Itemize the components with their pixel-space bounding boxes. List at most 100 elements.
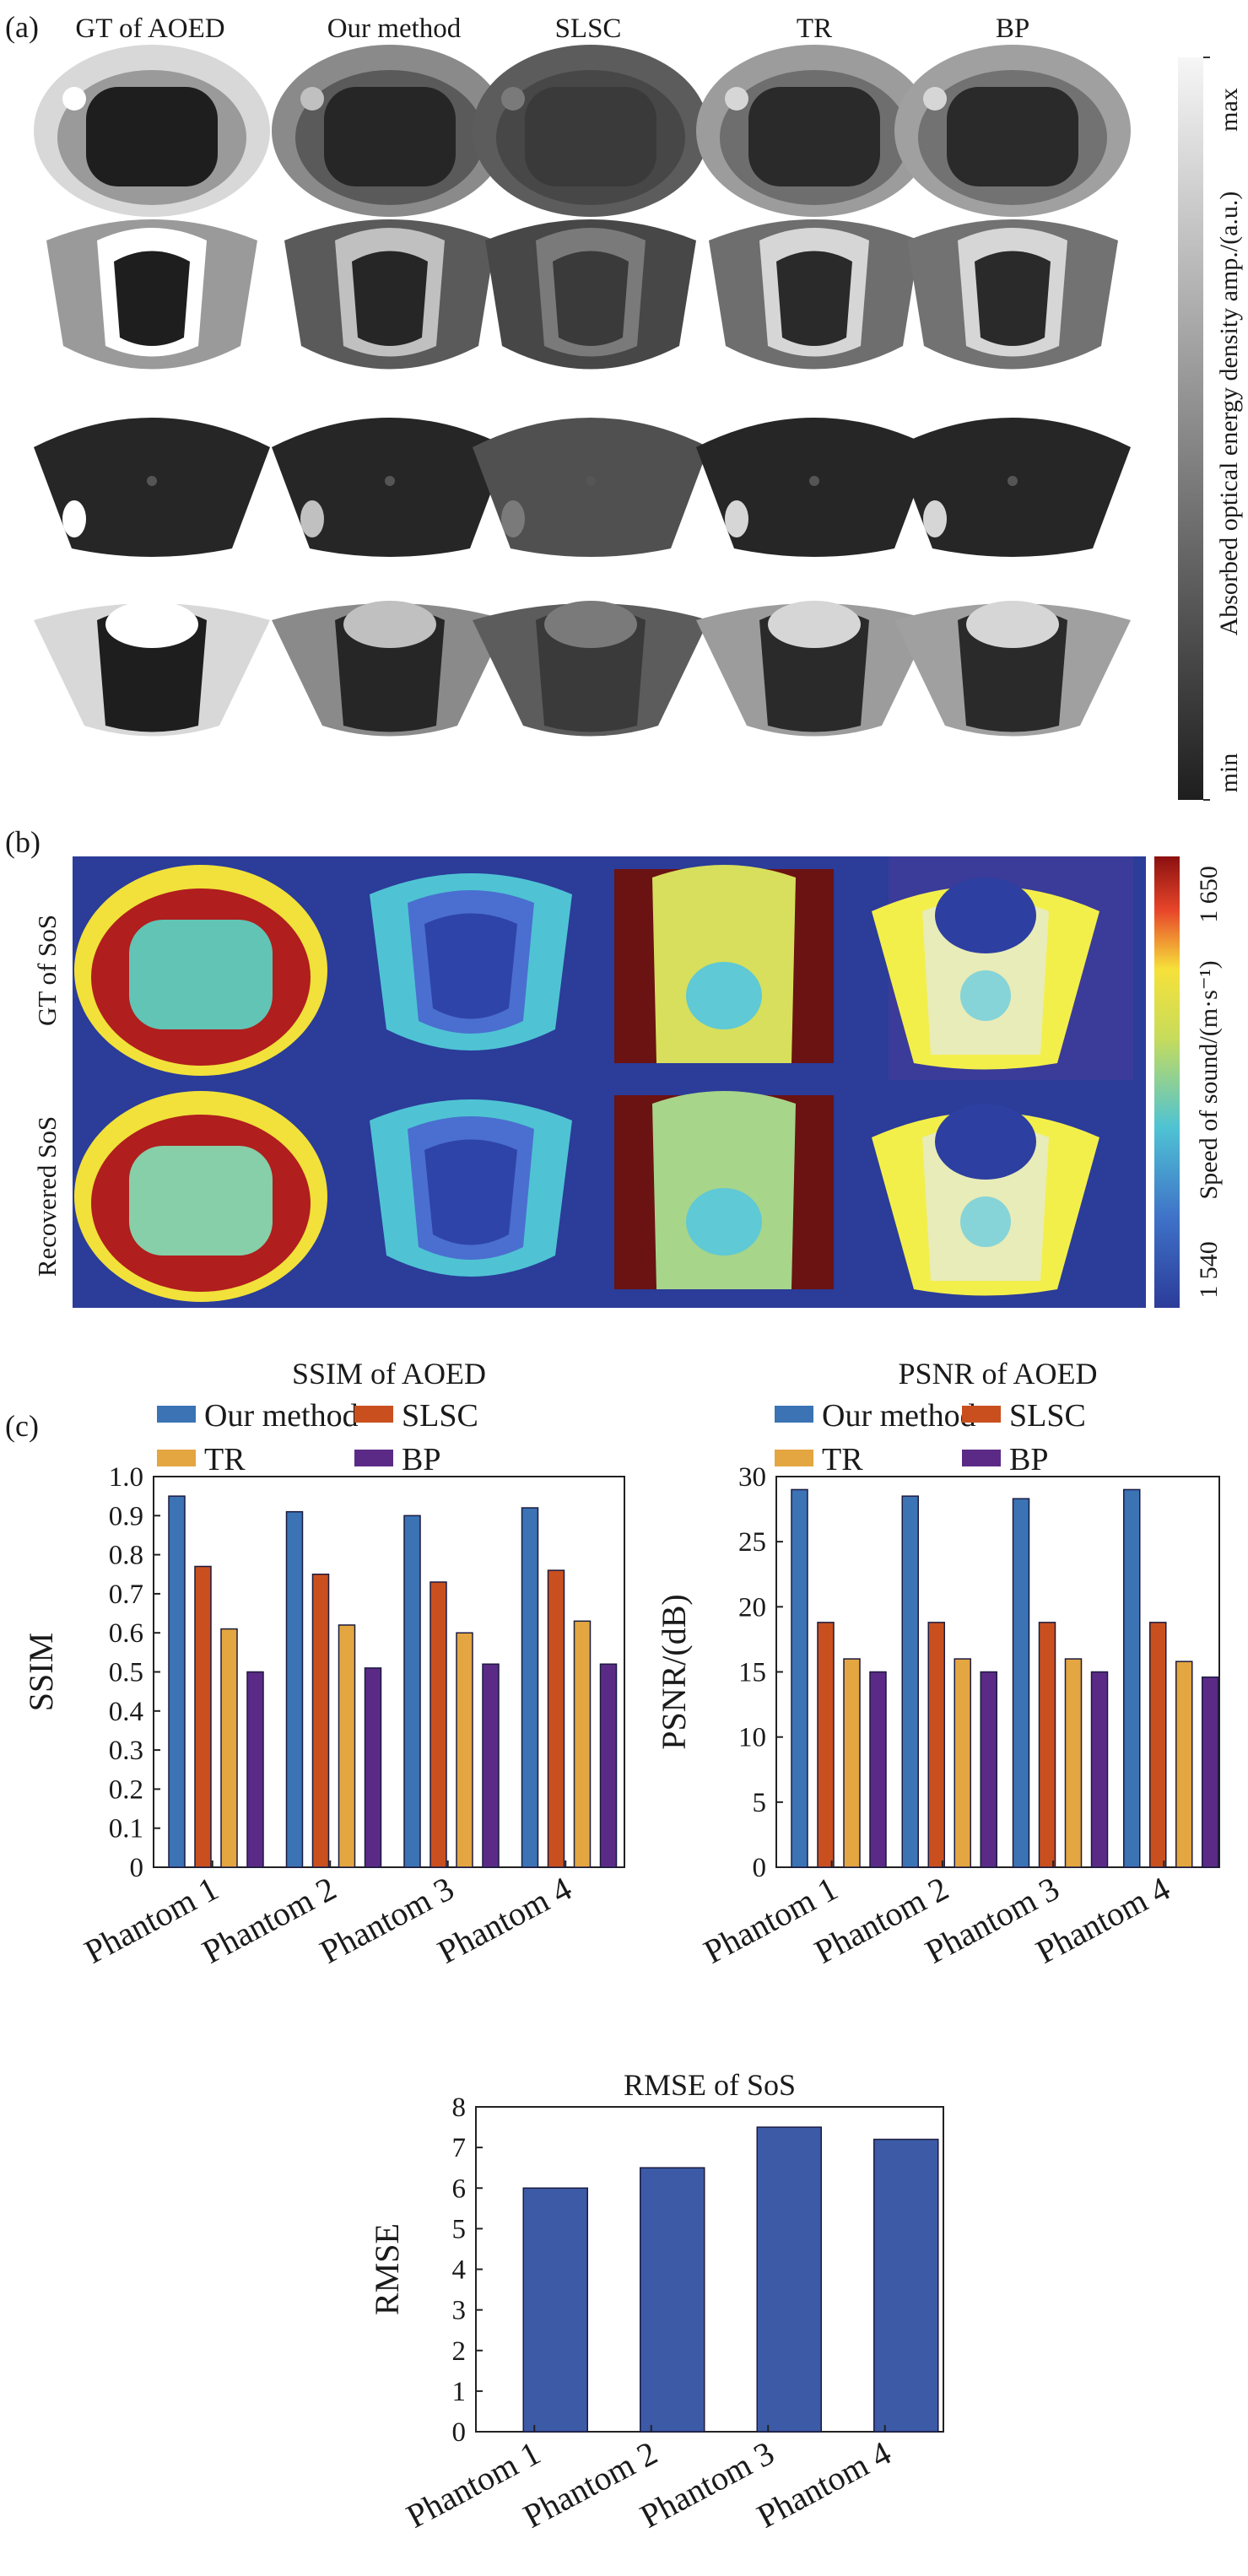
phantom-3-image — [34, 418, 270, 557]
bar — [246, 1671, 264, 1868]
panel-a-label: (a) — [5, 10, 39, 44]
legend-label: BP — [402, 1442, 440, 1477]
x-tick-label: Phantom 3 — [314, 1869, 460, 1971]
row-label-gt-sos: GT of SoS — [32, 915, 62, 1026]
bar — [547, 1569, 565, 1868]
bar — [220, 1628, 238, 1868]
bar — [843, 1658, 861, 1868]
y-tick-label: 20 — [738, 1592, 766, 1623]
x-tick-label: Phantom 4 — [431, 1869, 577, 1971]
y-tick-label: 3 — [452, 2296, 467, 2326]
legend-label: Our method — [204, 1398, 359, 1434]
legend-label: TR — [204, 1442, 246, 1477]
y-tick-label: 4 — [452, 2255, 467, 2286]
legend-swatch — [775, 1406, 813, 1423]
legend-swatch — [354, 1406, 393, 1423]
bar — [1202, 1676, 1219, 1868]
legend-label: BP — [1009, 1442, 1048, 1477]
bar — [756, 2126, 822, 2433]
bar — [168, 1495, 186, 1868]
y-tick-label: 10 — [738, 1723, 766, 1753]
chart-title: RMSE of SoS — [624, 2068, 796, 2102]
x-tick-label: Phantom 1 — [400, 2433, 546, 2535]
legend-swatch — [157, 1406, 196, 1423]
ssim-chart: SSIM of AOED Our method SLSC TR BP 0 0.1 0.2 0.3… — [22, 1357, 625, 1971]
panel-b-label: (b) — [5, 825, 41, 859]
legend-swatch — [962, 1406, 1001, 1423]
bar — [980, 1671, 997, 1868]
bar — [482, 1663, 500, 1868]
aoed-colorbar-min: min — [1215, 753, 1243, 793]
row-label-recovered-sos: Recovered SoS — [32, 1116, 62, 1277]
legend-label: SLSC — [402, 1398, 478, 1434]
legend-label: Our method — [822, 1398, 976, 1434]
x-tick-label: Phantom 1 — [78, 1869, 224, 1971]
y-tick-label: 1 — [452, 2377, 467, 2407]
y-tick-label: 6 — [452, 2174, 467, 2204]
bar — [311, 1574, 330, 1868]
phantom-3-image — [894, 418, 1131, 557]
panel-c-label: (c) — [5, 1409, 39, 1443]
bar — [364, 1667, 382, 1868]
sos-colorbar-min: 1 540 — [1195, 1241, 1223, 1299]
column-labels: GT of AOED Our method SLSC TR BP — [75, 14, 1029, 44]
phantom-3-image — [473, 418, 709, 557]
y-tick-label: 30 — [738, 1462, 766, 1493]
aoed-colorbar — [1178, 57, 1203, 800]
legend-swatch — [157, 1450, 196, 1466]
bar — [954, 1658, 971, 1868]
y-tick-label: 2 — [452, 2336, 467, 2367]
legend-label: SLSC — [1009, 1398, 1086, 1434]
column-label-tr: TR — [797, 14, 832, 44]
bar — [817, 1622, 835, 1868]
aoed-image-grid — [34, 45, 1131, 737]
psnr-chart: PSNR of AOED Our method SLSC TR BP 0 5 10 15 20 25… — [655, 1357, 1220, 1971]
legend-swatch — [962, 1450, 1001, 1466]
bar — [285, 1510, 304, 1868]
y-tick-label: 0.6 — [109, 1618, 143, 1649]
aoed-colorbar-label: Absorbed optical energy density amp./(a.… — [1215, 192, 1243, 636]
column-label-gt: GT of AOED — [75, 14, 224, 44]
column-label-bp: BP — [996, 14, 1029, 44]
y-tick-label: 0.5 — [109, 1658, 143, 1688]
legend-label: TR — [822, 1442, 863, 1477]
bar — [869, 1671, 887, 1868]
y-tick-label: 1.0 — [109, 1462, 143, 1493]
y-tick-label: 0.1 — [109, 1814, 143, 1844]
y-axis-label: PSNR/(dB) — [655, 1594, 693, 1750]
phantom-3-image — [272, 418, 508, 557]
bar — [1038, 1622, 1056, 1868]
bar — [338, 1624, 356, 1868]
y-tick-label: 15 — [738, 1658, 766, 1688]
bar — [927, 1622, 945, 1868]
y-tick-label: 0.8 — [109, 1541, 143, 1571]
x-tick-label: Phantom 4 — [751, 2433, 897, 2535]
aoed-colorbar-max: max — [1215, 88, 1243, 132]
legend-swatch — [775, 1450, 813, 1466]
y-tick-label: 25 — [738, 1527, 766, 1558]
chart-title: PSNR of AOED — [898, 1357, 1097, 1391]
aoed-colorbar-ticks — [1203, 57, 1210, 801]
sos-colorbar-label: Speed of sound/(m·s⁻¹) — [1195, 960, 1223, 1199]
bar — [791, 1488, 808, 1868]
bar — [430, 1581, 447, 1868]
y-tick-label: 0.7 — [109, 1580, 143, 1610]
bar — [1175, 1661, 1193, 1868]
bar — [1064, 1658, 1083, 1868]
y-tick-label: 5 — [452, 2214, 467, 2244]
bar — [1090, 1671, 1109, 1868]
bar — [522, 2187, 588, 2433]
bar — [403, 1515, 421, 1868]
y-tick-label: 0 — [452, 2417, 467, 2448]
y-tick-label: 0.3 — [109, 1736, 143, 1766]
bar — [521, 1507, 539, 1868]
bar — [1149, 1622, 1167, 1868]
bar — [873, 2138, 939, 2433]
chart-title: SSIM of AOED — [292, 1357, 486, 1391]
legend-swatch — [354, 1450, 393, 1466]
x-tick-label: Phantom 3 — [634, 2433, 780, 2535]
bar — [640, 2167, 705, 2433]
bar — [1012, 1498, 1030, 1868]
